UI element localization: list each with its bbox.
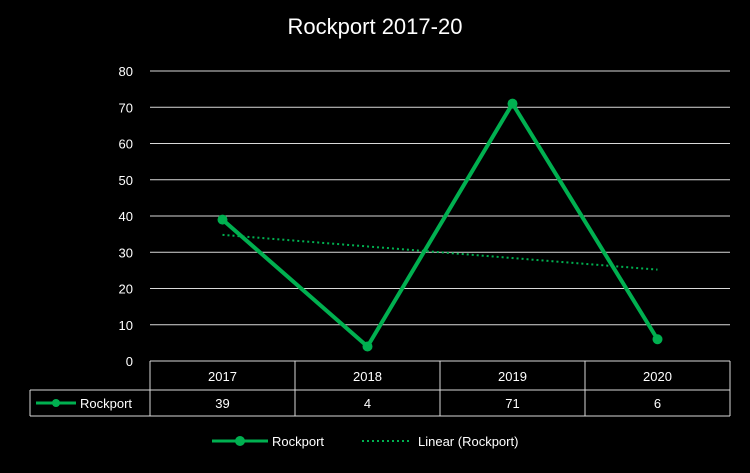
series-line (221, 101, 660, 349)
legend-label-series: Rockport (272, 434, 324, 449)
y-tick-label: 40 (119, 209, 133, 224)
gridlines (150, 70, 730, 326)
legend-key-marker (235, 436, 245, 446)
x-category-label: 2018 (353, 369, 382, 384)
y-tick-label: 50 (119, 173, 133, 188)
series-group (217, 98, 663, 352)
table-legend-key-marker (52, 399, 60, 407)
data-table-value: 71 (505, 396, 519, 411)
data-point (217, 214, 228, 225)
data-point (652, 334, 663, 345)
x-category-label: 2019 (498, 369, 527, 384)
y-tick-label: 0 (126, 354, 133, 369)
data-table-value: 4 (364, 396, 371, 411)
y-axis-tick-labels: 0 10 20 30 40 50 60 70 80 (119, 64, 133, 369)
chart-title: Rockport 2017-20 (287, 14, 463, 39)
x-category-label: 2017 (208, 369, 237, 384)
y-tick-label: 70 (119, 100, 133, 115)
y-tick-label: 30 (119, 245, 133, 260)
y-tick-label: 20 (119, 282, 133, 297)
y-tick-label: 80 (119, 64, 133, 79)
data-point (362, 341, 373, 352)
data-table-value: 6 (654, 396, 661, 411)
y-tick-label: 10 (119, 318, 133, 333)
y-tick-label: 60 (119, 137, 133, 152)
legend: Rockport Linear (Rockport) (212, 434, 518, 449)
data-table-value: 39 (215, 396, 229, 411)
x-category-label: 2020 (643, 369, 672, 384)
data-point (507, 98, 518, 109)
data-table: 2017 2018 2019 2020 39 4 71 6 Rockport (29, 360, 731, 417)
data-table-series-label: Rockport (80, 396, 132, 411)
legend-label-trendline: Linear (Rockport) (418, 434, 518, 449)
